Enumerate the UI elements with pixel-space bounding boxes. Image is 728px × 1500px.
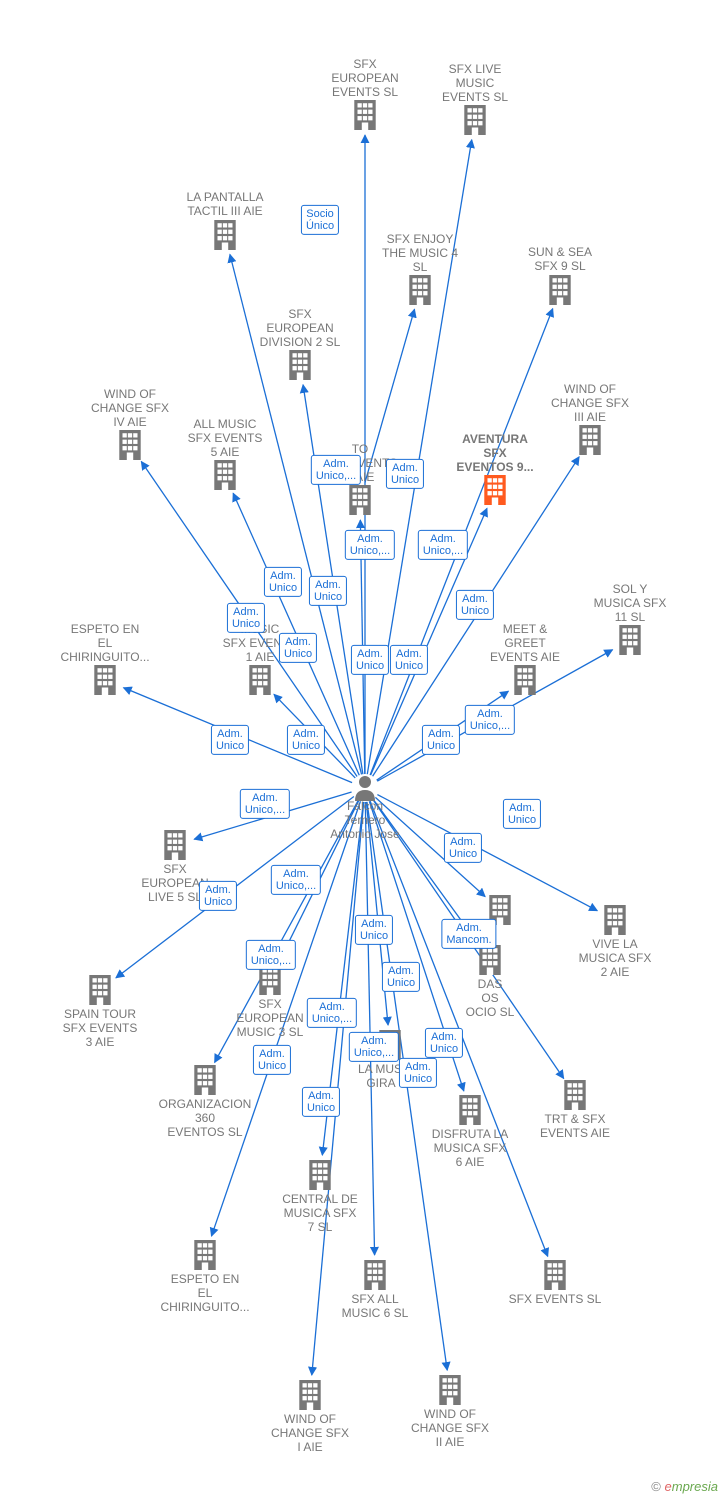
edge-line [370,801,548,1256]
building-icon[interactable] [487,895,513,925]
edge-line [360,520,364,774]
edge-line [215,800,359,1062]
edge-line [279,801,359,963]
building-icon[interactable] [297,1380,323,1410]
building-icon[interactable] [87,975,113,1005]
person-icon [353,775,377,801]
building-icon[interactable] [257,965,283,995]
building-icon[interactable] [192,1065,218,1095]
edge-line [116,796,354,977]
building-icon[interactable] [287,350,313,380]
building-icon[interactable] [407,275,433,305]
building-icon[interactable] [577,425,603,455]
building-icon[interactable] [212,460,238,490]
edge-line [365,309,415,482]
edge-line [141,461,357,776]
building-icon[interactable] [212,220,238,250]
building-icon[interactable] [512,665,538,695]
building-icon[interactable] [92,665,118,695]
building-icon[interactable] [192,1240,218,1270]
building-icon[interactable] [462,105,488,135]
edge-line [377,795,597,911]
edge-line [123,688,352,783]
building-icon[interactable] [477,945,503,975]
building-icon[interactable] [437,1375,463,1405]
edge-line [371,508,487,775]
edge-line [375,797,485,896]
building-icon[interactable] [117,430,143,460]
edge-line [230,254,362,774]
building-icon[interactable] [617,625,643,655]
edge-line [233,493,359,775]
building-icon[interactable] [542,1260,568,1290]
building-icon[interactable] [377,1030,403,1060]
building-icon[interactable] [457,1095,483,1125]
edge-line [373,799,478,943]
footer-copyright: © empresia [651,1479,718,1494]
edge-line [312,802,364,1375]
edge-line [370,309,553,775]
edge-line [274,694,355,778]
building-icon[interactable] [547,275,573,305]
building-icon[interactable] [307,1160,333,1190]
building-icon[interactable] [362,1260,388,1290]
building-icon[interactable] [347,485,373,515]
building-icon[interactable] [247,665,273,695]
building-icon[interactable] [352,100,378,130]
building-icon[interactable] [602,905,628,935]
building-icon[interactable] [562,1080,588,1110]
edge-line [367,140,471,774]
building-icon[interactable] [162,830,188,860]
edge-line [377,691,509,780]
building-icon[interactable] [482,475,508,505]
